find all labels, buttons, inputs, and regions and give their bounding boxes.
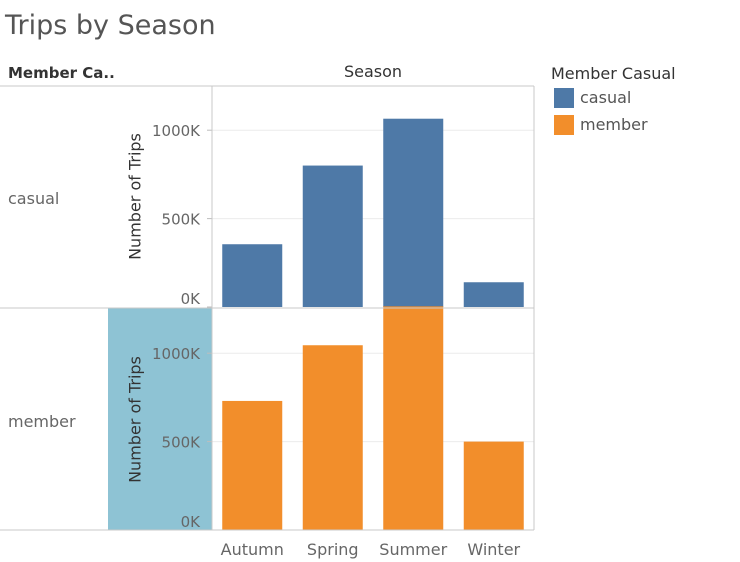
y-axis-title: Number of Trips [126,356,145,483]
bar-member-winter [463,441,524,530]
legend-label-casual: casual [580,88,632,107]
y-tick-label: 0K [181,290,202,308]
x-tick-label: Winter [467,540,520,559]
bar-casual-spring [302,165,363,307]
legend-title: Member Casual [551,64,676,83]
axis-highlight [108,308,212,530]
bar-member-summer [383,306,444,530]
bar-casual-winter [463,282,524,307]
y-tick-label: 500K [162,211,202,229]
y-tick-label: 500K [162,434,202,452]
row-label-member: member [8,412,76,431]
y-axis-title: Number of Trips [126,133,145,260]
row-label-casual: casual [8,189,60,208]
legend-swatch-member [554,115,574,135]
bar-casual-autumn [222,244,283,307]
y-tick-label: 1000K [152,122,201,140]
y-tick-label: 1000K [152,345,201,363]
y-tick-label: 0K [181,513,202,531]
page-title: Trips by Season [5,10,216,41]
bar-member-spring [302,345,363,530]
legend-swatch-casual [554,88,574,108]
x-tick-label: Autumn [221,540,284,559]
x-tick-label: Spring [307,540,359,559]
row-header[interactable]: Member Ca.. [8,64,115,82]
x-tick-label: Summer [379,540,447,559]
legend-label-member: member [580,115,648,134]
column-header[interactable]: Season [343,62,403,81]
bar-casual-summer [383,118,444,307]
bar-member-autumn [222,400,283,530]
